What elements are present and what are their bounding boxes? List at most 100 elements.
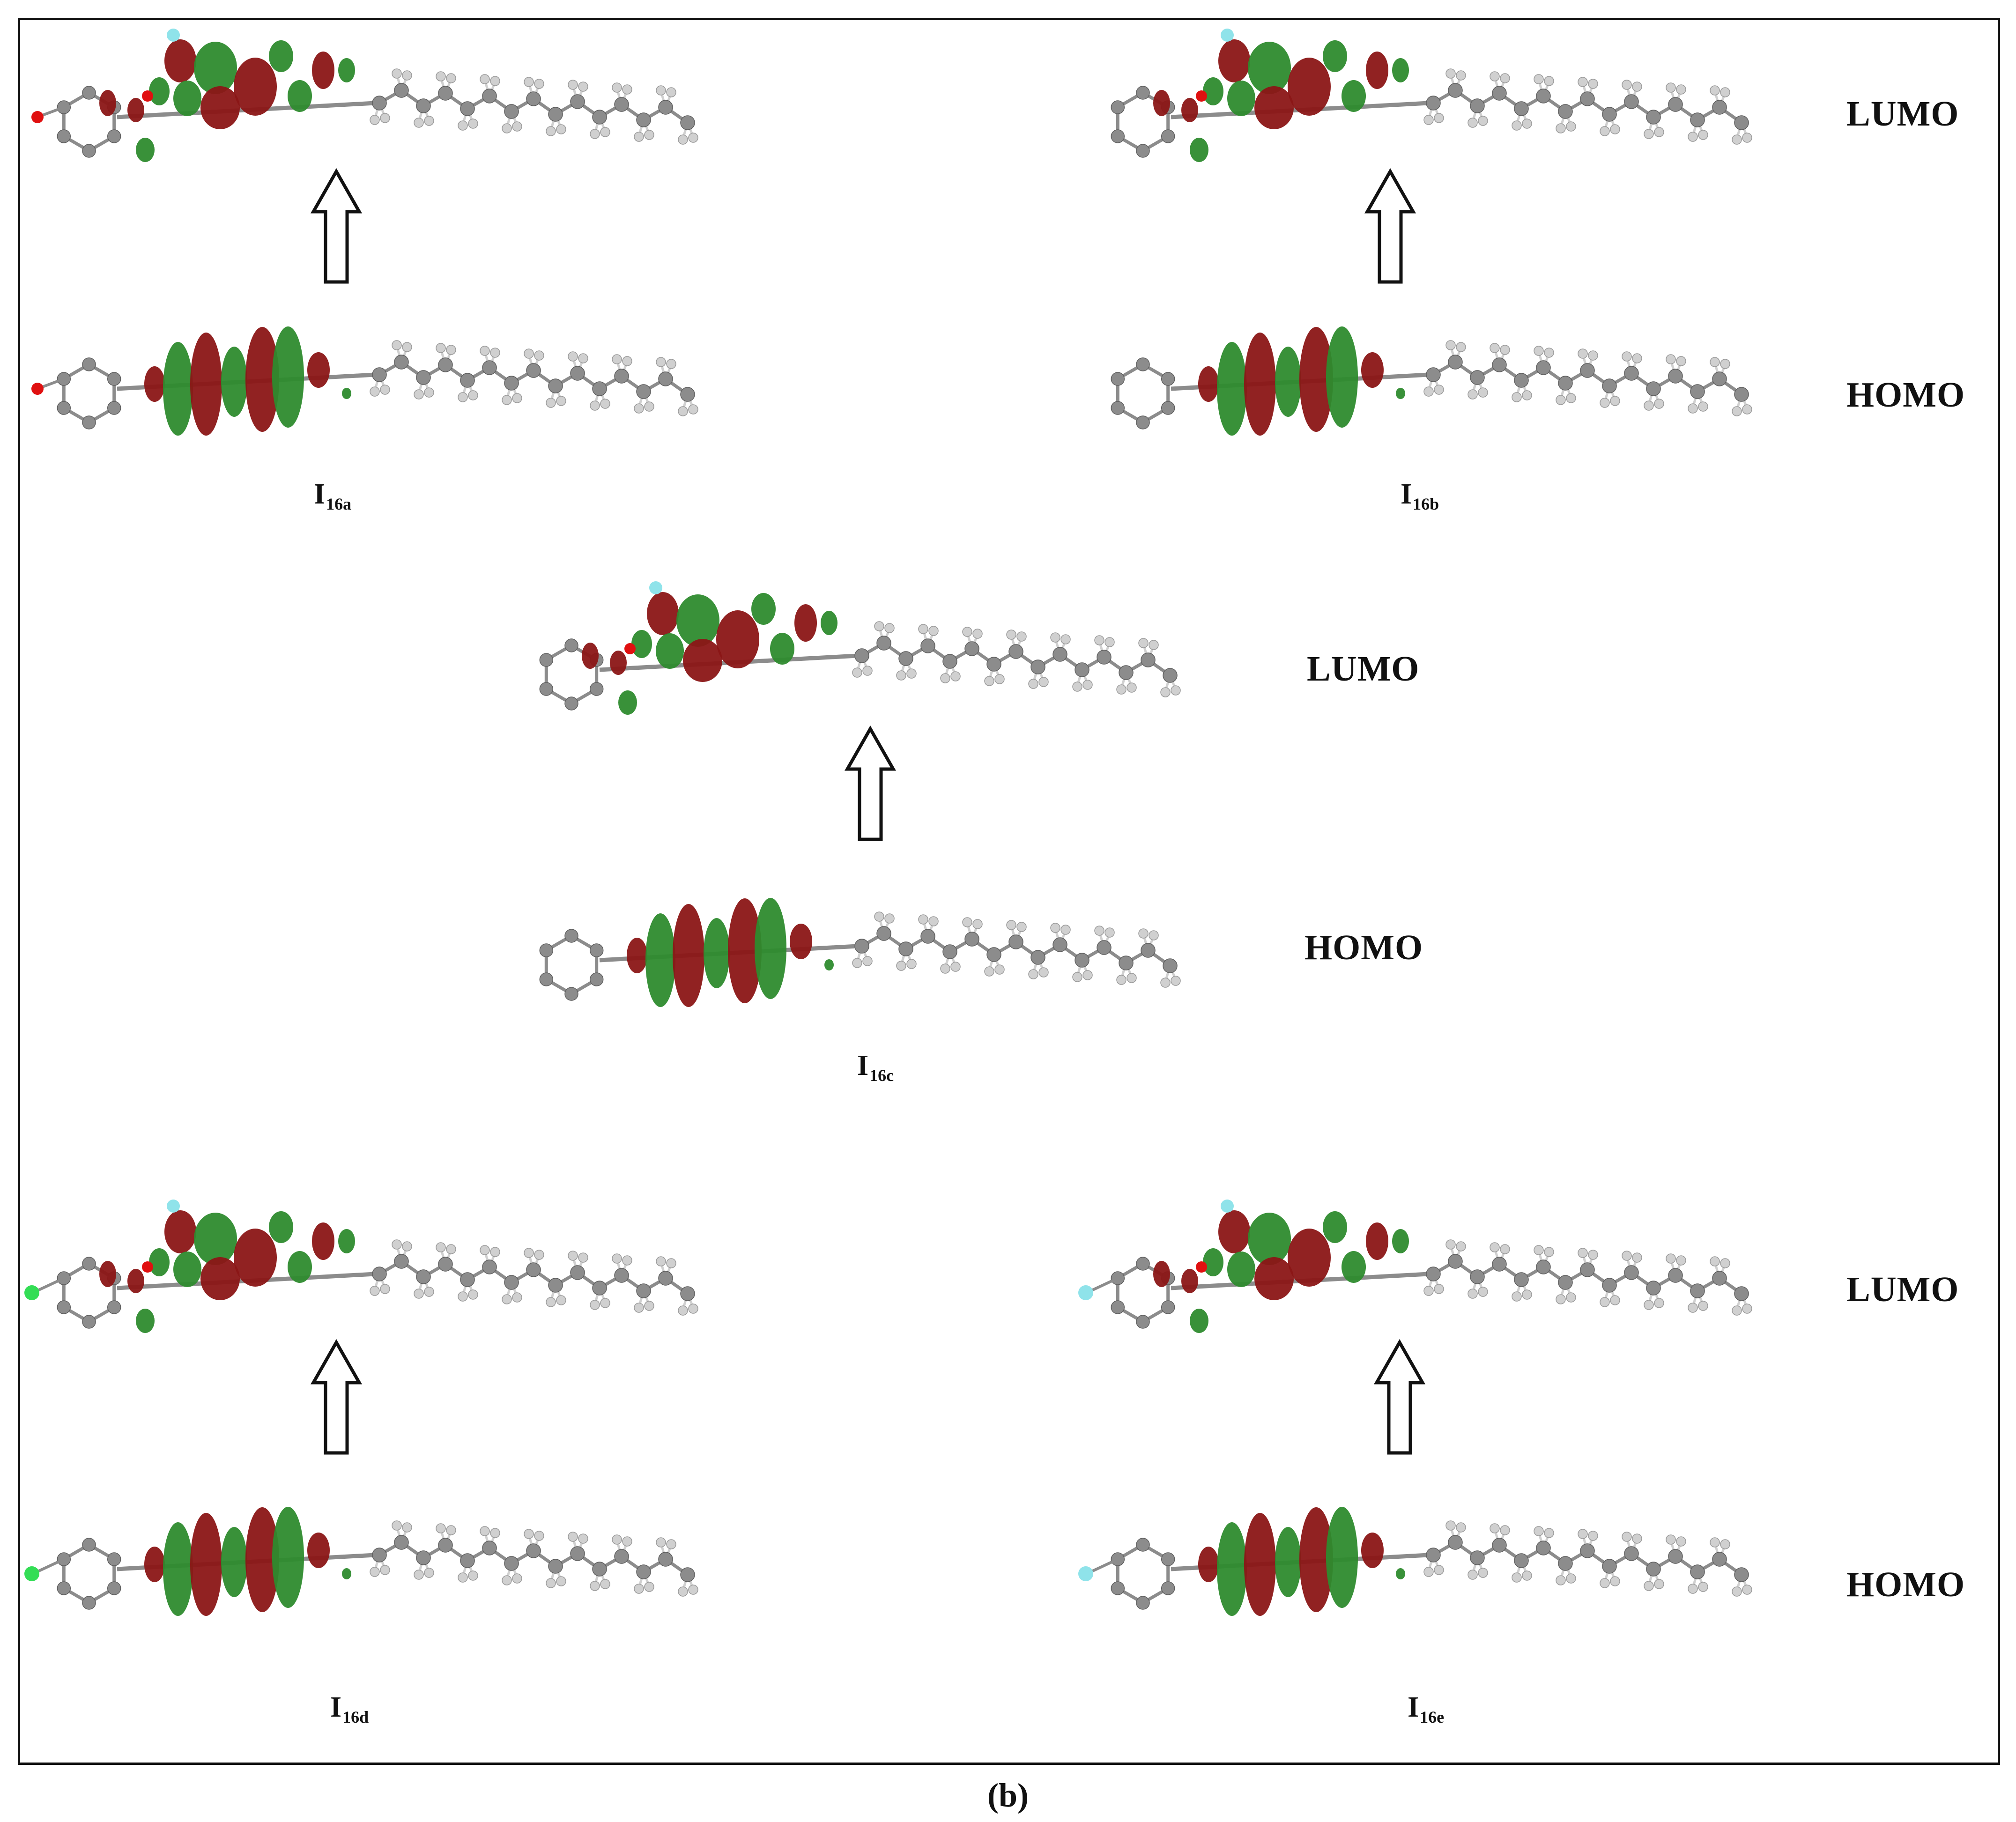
- carbon-atom: [460, 373, 475, 388]
- carbon-atom: [1161, 1300, 1175, 1314]
- up-arrow-icon: [310, 168, 363, 284]
- carbon-atom: [1536, 1259, 1551, 1274]
- hydrogen-atom: [1478, 116, 1488, 126]
- hydrogen-atom: [590, 400, 600, 411]
- carbon-atom: [548, 107, 563, 122]
- carbon-atom: [1052, 937, 1067, 952]
- oxygen-atom: [624, 643, 636, 654]
- carbon-atom: [614, 1268, 629, 1283]
- up-arrow-shape: [310, 1339, 363, 1455]
- hydrogen-atom: [380, 385, 390, 395]
- hydrogen-atom: [1423, 115, 1434, 125]
- hydrogen-atom: [600, 399, 610, 409]
- hydrogen-atom: [446, 345, 456, 355]
- carbon-atom: [372, 96, 387, 111]
- orbital-lobe: [99, 1261, 116, 1287]
- carbon-atom: [504, 1556, 519, 1571]
- up-arrow-icon: [1364, 168, 1416, 284]
- hydrogen-atom: [578, 353, 588, 363]
- homo-molecule-i16e: [1078, 1507, 1752, 1616]
- orbital-lobe: [190, 333, 222, 436]
- carbon-atom: [1075, 953, 1090, 968]
- homo-label-bottom-right: HOMO: [1846, 1565, 1965, 1604]
- lumo-molecule-i16e: [1078, 1200, 1752, 1333]
- hydrogen-atom: [1666, 354, 1676, 364]
- hydrogen-atom: [1654, 1579, 1664, 1589]
- hydrogen-atom: [1138, 928, 1149, 939]
- carbon-atom: [1448, 355, 1463, 370]
- carbon-atom: [107, 1300, 121, 1314]
- carbon-atom: [504, 1275, 519, 1290]
- hydrogen-atom: [424, 1287, 434, 1297]
- orbital-lobe: [704, 918, 730, 988]
- orbital-lobe: [312, 1222, 334, 1260]
- carbon-atom: [1668, 1549, 1683, 1564]
- orbital-lobe: [234, 1229, 277, 1287]
- carbon-atom: [416, 370, 431, 385]
- orbital-lobe: [1244, 333, 1276, 436]
- carbon-atom: [564, 696, 578, 711]
- orbital-lobe: [127, 98, 144, 122]
- carbon-atom: [539, 682, 554, 696]
- hydrogen-atom: [1578, 77, 1588, 87]
- carbon-atom: [636, 1283, 651, 1298]
- hydrogen-atom: [392, 1520, 402, 1531]
- hydrogen-atom: [590, 1581, 600, 1591]
- orbital-lobe: [716, 610, 759, 668]
- orbital-lobe: [163, 1522, 193, 1616]
- carbon-atom: [876, 926, 891, 941]
- carbon-atom: [1161, 1581, 1175, 1595]
- hydrogen-atom: [1171, 685, 1181, 696]
- hydrogen-atom: [1698, 1582, 1708, 1592]
- carbon-atom: [1646, 381, 1661, 396]
- carbon-atom: [482, 360, 497, 375]
- orbital-lobe: [610, 651, 627, 675]
- carbon-atom: [1119, 665, 1134, 680]
- carbon-atom: [107, 1552, 121, 1566]
- carbon-atom: [1668, 369, 1683, 384]
- carbon-atom: [614, 97, 629, 112]
- carbon-atom: [1136, 1596, 1150, 1610]
- orbital-lobe: [342, 1568, 351, 1579]
- hydrogen-atom: [678, 1305, 688, 1316]
- lumo-label-top-right: LUMO: [1846, 94, 1959, 133]
- phenyl-ring-bond: [1116, 1542, 1170, 1605]
- hydrogen-atom: [1666, 1253, 1676, 1264]
- carbon-atom: [1602, 1278, 1617, 1293]
- orbital-lobe: [1326, 1507, 1358, 1608]
- hydrogen-atom: [1644, 1581, 1654, 1591]
- carbon-atom: [394, 355, 409, 370]
- carbon-atom: [1141, 652, 1156, 667]
- carbon-atom: [1690, 1283, 1705, 1298]
- carbon-atom: [1111, 129, 1125, 143]
- carbon-atom: [564, 987, 578, 1001]
- carbon-atom: [986, 657, 1001, 672]
- hydrogen-atom: [468, 390, 478, 400]
- hydrogen-atom: [656, 1256, 666, 1267]
- hydrogen-atom: [534, 79, 544, 89]
- carbon-atom: [920, 638, 935, 653]
- hydrogen-atom: [1666, 82, 1676, 93]
- hydrogen-atom: [1732, 1305, 1742, 1316]
- lumo-molecule-i16c: [539, 581, 1181, 715]
- orbital-lobe: [728, 898, 762, 1003]
- hydrogen-atom: [1644, 1300, 1654, 1310]
- carbon-atom: [1668, 97, 1683, 112]
- carbon-atom: [1426, 96, 1441, 111]
- carbon-atom: [1668, 1268, 1683, 1283]
- orbital-lobe: [1361, 352, 1384, 388]
- hydrogen-atom: [1600, 398, 1610, 408]
- lumo-molecule-i16a: [31, 29, 698, 162]
- hydrogen-atom: [1468, 389, 1478, 400]
- hydrogen-atom: [622, 356, 632, 366]
- figure-caption: (b): [987, 1777, 1029, 1814]
- carbon-atom: [438, 1538, 453, 1553]
- carbon-atom: [876, 636, 891, 651]
- hydrogen-atom: [656, 85, 666, 96]
- hydrogen-atom: [972, 629, 983, 639]
- hydrogen-atom: [1632, 1533, 1642, 1544]
- hydrogen-atom: [468, 1570, 478, 1581]
- hydrogen-atom: [534, 1250, 544, 1260]
- lumo-molecule-i16d: [24, 1200, 698, 1333]
- orbital-lobe: [338, 58, 355, 82]
